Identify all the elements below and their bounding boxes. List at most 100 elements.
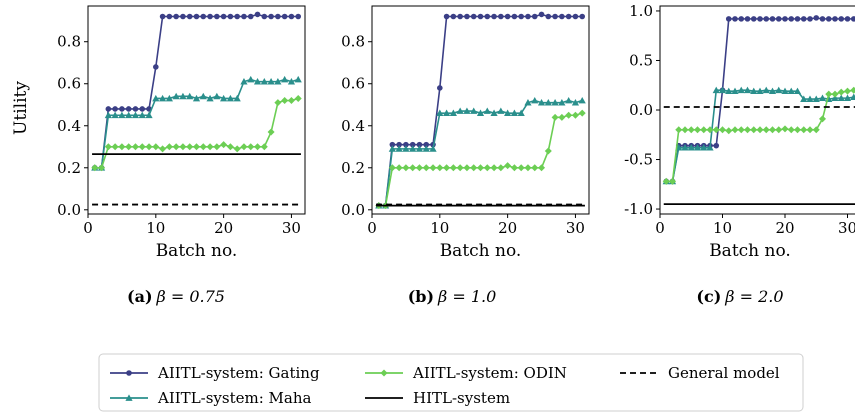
data-point-odin-17: [762, 126, 770, 134]
data-point-maha-19: [497, 107, 505, 114]
data-point-gating-19: [498, 13, 504, 20]
series-line-maha: [378, 99, 583, 207]
data-point-gating-24: [531, 13, 538, 20]
data-point-maha-26: [260, 78, 268, 85]
y-tick-label: -1.0: [624, 200, 653, 218]
data-point-gating-30: [288, 13, 295, 20]
data-point-maha-11: [725, 87, 733, 95]
data-point-maha-29: [565, 96, 573, 104]
data-point-gating-5: [403, 141, 409, 148]
data-point-gating-28: [559, 13, 565, 20]
data-point-maha-19: [775, 86, 783, 94]
y-tick-label: 0.6: [57, 75, 81, 93]
data-point-maha-4: [395, 145, 403, 152]
data-point-odin-15: [186, 143, 194, 151]
series-odin: [662, 86, 855, 185]
data-point-odin-18: [206, 143, 214, 151]
plot-area: [375, 11, 586, 210]
chart-panel-3: 0 10 20 30 -1.0 -0.5 0.0 0.5 1.0 Batch no. (c) β = …: [624, 2, 855, 306]
data-point-odin-4: [681, 126, 689, 134]
legend-item-odin: AIITL-system: ODIN: [365, 364, 567, 382]
data-point-gating-28: [832, 16, 838, 22]
data-point-gating-15: [186, 13, 193, 20]
data-point-maha-14: [743, 86, 752, 94]
data-point-maha-21: [226, 94, 235, 102]
data-point-maha-16: [756, 87, 764, 95]
panel-caption: (c) β = 2.0: [696, 287, 783, 306]
axes-frame: [659, 5, 855, 215]
data-point-odin-8: [138, 143, 146, 151]
data-point-odin-29: [565, 111, 573, 119]
data-point-odin-30: [287, 97, 295, 105]
x-tick-label: 10: [146, 219, 165, 237]
data-point-maha-20: [504, 109, 512, 117]
panels: 0 10 20 30 0.0 0.2 0.4 0.6 0.8 Batch no. (a) β = 0.…: [57, 2, 855, 306]
data-point-maha-10: [152, 94, 160, 102]
x-tick-label: 0: [655, 219, 665, 237]
data-point-maha-8: [422, 145, 430, 152]
series-maha: [91, 75, 302, 171]
x-tick-label: 30: [566, 219, 585, 237]
data-point-odin-5: [118, 143, 126, 151]
data-point-maha-31: [850, 93, 855, 101]
data-point-maha-31: [578, 96, 586, 104]
data-point-gating-10: [153, 64, 159, 70]
x-tick-label: 0: [367, 219, 377, 237]
data-point-gating-23: [800, 16, 807, 22]
data-point-gating-18: [769, 16, 776, 22]
series-line-odin: [666, 89, 854, 183]
series-maha: [375, 96, 586, 209]
data-point-maha-29: [837, 94, 845, 101]
series-odin: [375, 109, 586, 210]
x-axis-label: Batch no.: [156, 241, 238, 261]
x-tick-label: 20: [214, 219, 233, 237]
legend-box: [98, 353, 804, 412]
data-point-gating-17: [763, 16, 770, 22]
data-point-odin-25: [254, 143, 262, 151]
caption-label: (b): [408, 287, 434, 306]
data-point-maha-4: [111, 111, 119, 119]
data-point-odin-13: [456, 164, 464, 172]
data-point-gating-26: [545, 13, 552, 20]
data-point-odin-9: [145, 143, 153, 151]
data-point-gating-30: [844, 16, 851, 22]
data-point-gating-12: [450, 13, 457, 20]
y-axis-label: Utility: [11, 81, 31, 135]
data-point-gating-20: [504, 13, 511, 20]
data-point-gating-18: [491, 13, 497, 20]
x-axis-label: Batch no.: [440, 241, 522, 261]
data-point-odin-14: [179, 143, 187, 151]
data-point-odin-31: [294, 94, 302, 102]
data-point-maha-22: [793, 87, 802, 95]
data-point-odin-16: [477, 164, 484, 172]
data-point-maha-17: [762, 86, 770, 94]
data-point-maha-10: [718, 86, 727, 94]
data-point-odin-7: [415, 164, 423, 172]
data-point-odin-11: [159, 145, 167, 153]
data-point-gating-6: [125, 106, 132, 112]
data-point-odin-7: [131, 143, 139, 151]
data-point-gating-16: [193, 13, 200, 20]
data-point-odin-3: [104, 143, 112, 151]
data-point-odin-17: [199, 143, 207, 151]
data-point-maha-6: [409, 145, 417, 152]
data-point-gating-24: [807, 16, 813, 22]
data-point-maha-10: [436, 109, 444, 117]
data-point-odin-31: [850, 86, 855, 94]
data-point-maha-27: [267, 78, 275, 85]
data-point-odin-9: [712, 126, 720, 134]
series-odin: [91, 94, 302, 172]
data-point-odin-15: [470, 164, 478, 172]
x-tick-label: 10: [713, 219, 732, 237]
data-point-gating-14: [464, 13, 470, 20]
data-point-odin-1: [91, 164, 99, 172]
data-point-maha-31: [294, 75, 302, 83]
data-point-gating-21: [227, 13, 234, 20]
data-point-odin-25: [812, 126, 820, 134]
x-tick-label: 10: [430, 219, 449, 237]
data-point-maha-5: [687, 144, 695, 151]
data-point-maha-29: [281, 75, 289, 83]
data-point-gating-22: [518, 13, 524, 20]
data-point-odin-20: [504, 162, 512, 170]
data-point-gating-15: [750, 16, 757, 22]
